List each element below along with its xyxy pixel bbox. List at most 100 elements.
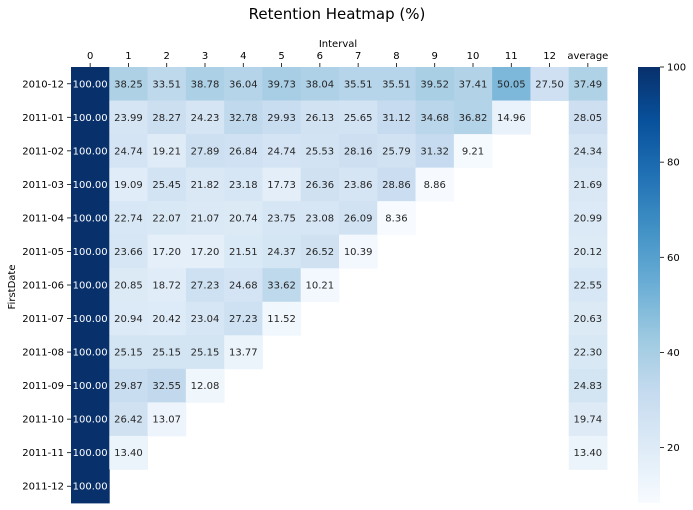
heatmap-cell — [262, 167, 302, 202]
cell-value-label: 100.00 — [73, 213, 108, 224]
heatmap-cell — [185, 368, 225, 403]
heatmap-cell — [109, 301, 148, 336]
cell-value-label: 31.32 — [420, 146, 449, 157]
cell-value-label: 24.74 — [114, 146, 143, 157]
cell-value-label: 38.04 — [306, 79, 335, 90]
heatmap-cell — [300, 67, 340, 101]
heatmap-cell — [71, 469, 110, 504]
x-tick-label: 3 — [202, 51, 208, 62]
colorbar-tick-label: 60 — [667, 253, 680, 264]
heatmap-cell — [147, 201, 187, 236]
cell-value-label: 24.83 — [574, 381, 603, 392]
heatmap-cell — [262, 100, 302, 135]
cell-value-label: 25.15 — [152, 348, 181, 359]
cell-value-label: 21.69 — [574, 180, 603, 191]
heatmap-cell — [339, 201, 378, 236]
cell-value-label: 100.00 — [73, 180, 108, 191]
cell-value-label: 25.79 — [382, 146, 411, 157]
heatmap-cell — [71, 167, 110, 202]
heatmap-cell — [339, 67, 378, 101]
heatmap-cell — [185, 268, 225, 303]
heatmap-cell — [71, 402, 110, 437]
heatmap-cell — [109, 368, 148, 403]
cell-value-label: 100.00 — [73, 314, 108, 325]
cell-value-label: 32.78 — [229, 113, 258, 124]
heatmap-cell — [71, 335, 110, 370]
heatmap-cell — [568, 67, 608, 101]
cell-value-label: 100.00 — [73, 415, 108, 426]
cell-value-label: 21.51 — [229, 247, 258, 258]
heatmap-cell — [147, 268, 187, 303]
cell-value-label: 27.23 — [229, 314, 258, 325]
heatmap-cell — [147, 335, 187, 370]
cell-value-label: 100.00 — [73, 348, 108, 359]
colorbar-tick-label: 20 — [667, 443, 680, 454]
cell-value-label: 28.16 — [344, 146, 373, 157]
heatmap-cell — [262, 134, 302, 169]
cell-value-label: 100.00 — [73, 146, 108, 157]
cell-value-label: 100.00 — [73, 281, 108, 292]
cell-value-label: 36.82 — [459, 113, 488, 124]
x-tick-label: average — [567, 51, 608, 62]
cell-value-label: 19.74 — [574, 415, 603, 426]
heatmap-cell — [415, 67, 455, 101]
heatmap-cell — [147, 67, 187, 101]
heatmap-cell — [147, 301, 187, 336]
heatmap-cell — [147, 368, 187, 403]
heatmap-cell — [71, 301, 110, 336]
y-tick-label: 2011-03 — [22, 180, 64, 191]
heatmap-cell — [109, 435, 148, 470]
cell-value-label: 20.94 — [114, 314, 143, 325]
heatmap-cell — [453, 100, 493, 135]
cell-value-label: 35.51 — [382, 79, 411, 90]
cell-value-label: 24.37 — [267, 247, 296, 258]
cell-value-label: 32.55 — [152, 381, 181, 392]
heatmap-cell — [185, 100, 225, 135]
cell-value-label: 24.23 — [191, 113, 220, 124]
heatmap-cell — [185, 67, 225, 101]
cell-value-label: 34.68 — [420, 113, 449, 124]
heatmap-cell — [568, 167, 608, 202]
heatmap-cell — [339, 100, 378, 135]
heatmap-cell — [300, 268, 340, 303]
heatmap-cell — [71, 134, 110, 169]
cell-value-label: 25.53 — [306, 146, 335, 157]
heatmap-cell — [109, 167, 148, 202]
heatmap-cell — [492, 67, 531, 101]
heatmap-cell — [300, 167, 340, 202]
heatmap-cell — [568, 368, 608, 403]
cell-value-label: 12.08 — [191, 381, 220, 392]
heatmap-cell — [377, 67, 416, 101]
heatmap-cell — [224, 268, 263, 303]
heatmap-cell — [262, 201, 302, 236]
heatmap-cell — [224, 67, 263, 101]
y-tick-label: 2011-09 — [22, 381, 64, 392]
colorbar-tick-label: 100 — [667, 63, 686, 74]
heatmap-cell — [377, 167, 416, 202]
heatmap-cell — [109, 134, 148, 169]
y-axis-label: FirstDate — [7, 265, 18, 310]
colorbar-gradient — [638, 67, 660, 503]
x-tick-label: 4 — [240, 51, 246, 62]
heatmap-cell — [568, 301, 608, 336]
heatmap-cell — [109, 268, 148, 303]
cell-value-label: 10.21 — [306, 281, 335, 292]
heatmap-cell — [224, 201, 263, 236]
cell-value-label: 17.20 — [191, 247, 220, 258]
x-tick-label: 11 — [505, 51, 518, 62]
y-tick-label: 2011-07 — [22, 314, 64, 325]
heatmap-cell — [71, 268, 110, 303]
heatmap-cell — [71, 234, 110, 269]
y-tick-label: 2011-11 — [22, 448, 64, 459]
heatmap-cell — [568, 100, 608, 135]
cell-value-label: 26.09 — [344, 213, 373, 224]
y-tick-label: 2011-10 — [22, 415, 64, 426]
heatmap-cell — [71, 435, 110, 470]
cell-value-label: 23.86 — [344, 180, 373, 191]
heatmap-cell — [300, 201, 340, 236]
heatmap-cell — [377, 201, 416, 236]
cell-value-label: 23.66 — [114, 247, 143, 258]
cell-value-label: 23.08 — [306, 213, 335, 224]
cell-value-label: 35.51 — [344, 79, 373, 90]
